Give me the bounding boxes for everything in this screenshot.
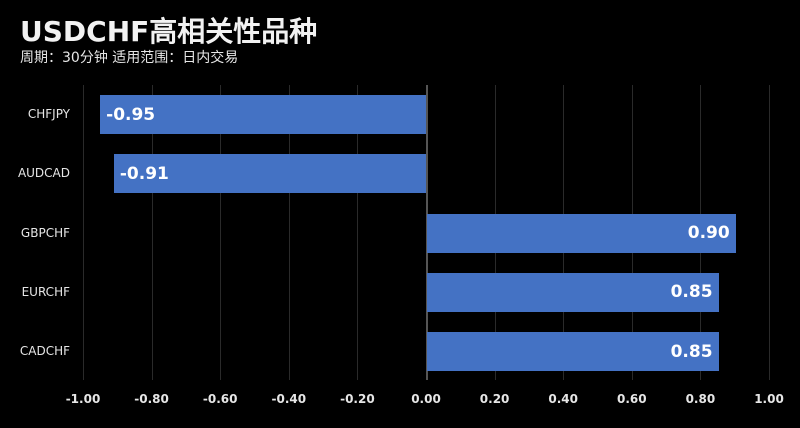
gridline [288, 85, 290, 380]
gridline [151, 85, 153, 380]
category-label: GBPCHF [20, 225, 70, 240]
gridline [83, 85, 84, 380]
bar-gbpchf: 0.90 [427, 213, 736, 253]
gridline [426, 85, 428, 380]
gridline [220, 85, 222, 380]
bar-cadchf: 0.85 [427, 332, 719, 372]
x-tick-label: 0.40 [548, 392, 578, 406]
chart-title: USDCHF高相关性品种 [20, 15, 318, 48]
bar-audcad: -0.91 [113, 154, 426, 194]
x-tick-label: -0.20 [340, 392, 375, 406]
x-tick-label: 0.00 [411, 392, 441, 406]
x-tick-label: 0.60 [616, 392, 647, 406]
category-label: EURCHF [21, 284, 70, 299]
x-tick-label: -0.40 [271, 392, 307, 406]
category-label: AUDCAD [17, 166, 70, 181]
x-tick-label: 1.00 [754, 392, 784, 406]
bar-chfjpy: -0.95 [100, 95, 426, 134]
bar-eurchf: 0.85 [427, 272, 719, 312]
x-tick-label: -1.00 [65, 392, 101, 406]
category-label: CHFJPY [27, 107, 70, 121]
x-tick-label: 0.20 [479, 392, 510, 406]
x-tick-label: -0.80 [134, 392, 169, 406]
gridline [357, 85, 359, 380]
x-tick-label: 0.80 [685, 392, 716, 406]
x-tick-label: -0.60 [202, 392, 238, 406]
chart-subtitle: 周期：30分钟 适用范围：日内交易 [20, 50, 239, 66]
category-label: CADCHF [19, 344, 70, 359]
gridline [769, 85, 770, 380]
